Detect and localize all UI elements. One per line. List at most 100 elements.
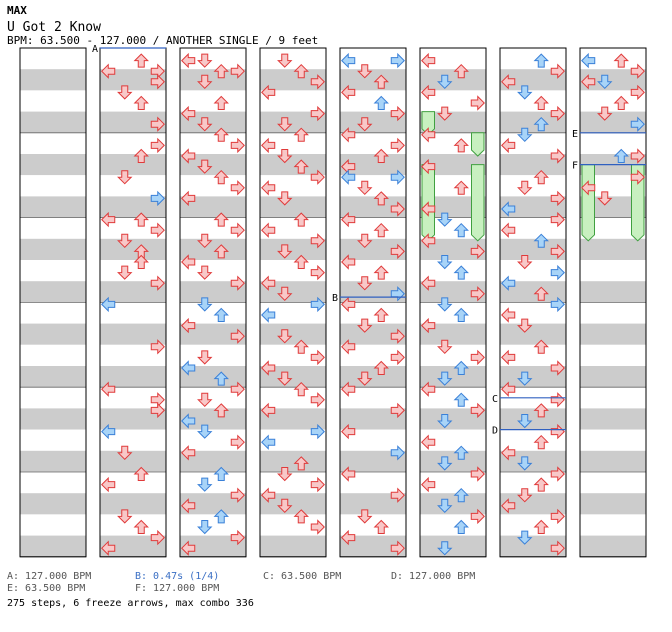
step-arrow-right xyxy=(150,137,165,154)
chart-stripe xyxy=(340,366,406,388)
step-arrow-down xyxy=(437,106,453,121)
chart-stripe xyxy=(500,302,566,324)
chart-stripe xyxy=(340,429,406,451)
step-arrow-right xyxy=(230,328,245,344)
step-arrow-left xyxy=(181,317,196,334)
chart-stripe xyxy=(340,69,406,91)
chart-stripe xyxy=(180,408,246,430)
step-arrow-right xyxy=(550,466,565,482)
step-arrow-left xyxy=(101,423,116,440)
chart-stripe xyxy=(100,154,166,176)
chart-stripe xyxy=(420,132,486,154)
step-arrow-down xyxy=(197,233,213,249)
step-arrow-left xyxy=(181,148,196,164)
step-arrow-down xyxy=(437,414,453,429)
chart-stripe xyxy=(420,366,486,388)
step-arrow-right xyxy=(390,540,405,556)
chart-stripe xyxy=(260,90,326,112)
step-arrow-left xyxy=(181,254,196,270)
chart-stripe xyxy=(500,281,566,303)
chart-stripe xyxy=(180,514,246,536)
step-arrow-right xyxy=(150,529,165,546)
step-arrow-right xyxy=(550,392,565,408)
chart-stripe xyxy=(260,48,326,70)
chart-stripe xyxy=(20,514,86,536)
step-arrow-down xyxy=(277,53,293,68)
step-arrow-up xyxy=(213,509,229,524)
chart-stripe xyxy=(340,493,406,515)
chart-stripe xyxy=(20,302,86,324)
step-arrow-down xyxy=(117,445,133,461)
step-arrow-right xyxy=(230,487,245,503)
chart-stripe xyxy=(340,302,406,324)
chart-stripe xyxy=(100,323,166,345)
step-arrow-up xyxy=(533,403,549,418)
chart-stripe xyxy=(100,366,166,388)
step-arrow-down xyxy=(277,286,293,302)
step-arrow-right xyxy=(550,423,565,440)
chart-stripe xyxy=(340,217,406,239)
step-arrow-up xyxy=(373,222,389,238)
step-arrow-left xyxy=(261,360,276,376)
step-arrow-up xyxy=(533,95,549,110)
step-arrow-right xyxy=(550,540,565,556)
step-arrow-right xyxy=(390,105,405,122)
chart-stripe xyxy=(100,387,166,409)
chart-stripe xyxy=(580,387,646,409)
step-arrow-right xyxy=(470,243,485,260)
chart-stripe xyxy=(500,408,566,430)
step-arrow-left xyxy=(421,381,436,397)
step-arrow-up xyxy=(213,127,229,142)
step-arrow-left xyxy=(181,498,196,514)
chart-stripe xyxy=(420,111,486,133)
step-arrow-right xyxy=(230,137,245,154)
chart-stripe xyxy=(100,217,166,239)
marker-label: D xyxy=(492,426,498,437)
step-arrow-left xyxy=(341,254,356,270)
step-arrow-down xyxy=(437,498,453,514)
chart-stripe xyxy=(420,69,486,91)
step-arrow-up xyxy=(133,466,149,481)
step-arrow-up xyxy=(453,307,469,322)
chart-stripe xyxy=(180,281,246,303)
step-arrow-left xyxy=(501,201,516,217)
step-arrow-left xyxy=(421,434,436,450)
chart-stripe xyxy=(100,260,166,282)
chart-stripe xyxy=(180,260,246,282)
step-arrow-right xyxy=(390,349,405,366)
chart-stripe xyxy=(340,111,406,133)
step-arrow-right xyxy=(230,434,245,450)
step-arrow-down xyxy=(277,467,293,482)
column-border xyxy=(499,47,567,558)
chart-stripe xyxy=(20,260,86,282)
step-arrow-left xyxy=(421,158,436,175)
chart-column xyxy=(259,47,327,558)
step-arrow-left xyxy=(101,540,116,556)
chart-stripe xyxy=(420,302,486,324)
chart-stripe xyxy=(180,196,246,218)
chart-stripe xyxy=(340,90,406,112)
chart-stripe xyxy=(100,429,166,451)
legend-a: A: 127.000 BPM xyxy=(7,571,92,582)
step-arrow-up xyxy=(533,116,549,132)
chart-stripe xyxy=(260,429,326,451)
chart-stripe xyxy=(420,408,486,430)
step-arrow-right xyxy=(150,339,165,355)
step-arrow-right xyxy=(550,264,565,281)
chart-stripe xyxy=(20,344,86,366)
step-arrow-right xyxy=(470,286,485,302)
marker-label: B xyxy=(332,293,338,304)
chart-stripe xyxy=(500,111,566,133)
step-arrow-down xyxy=(357,371,373,386)
chart-stripe xyxy=(580,408,646,430)
step-arrow-up xyxy=(373,74,389,89)
step-arrow-left xyxy=(181,445,196,461)
step-arrow-left xyxy=(501,137,516,154)
step-arrow-down xyxy=(197,265,213,280)
chart-stripe xyxy=(260,111,326,133)
step-arrow-down xyxy=(117,265,133,280)
chart-stripe xyxy=(580,175,646,197)
chart-stripe xyxy=(420,90,486,112)
chart-stripe xyxy=(20,175,86,197)
step-arrow-up xyxy=(213,371,229,386)
